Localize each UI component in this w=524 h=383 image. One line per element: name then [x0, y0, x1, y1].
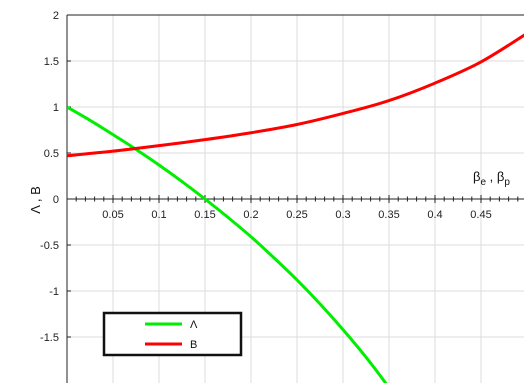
x-tick-label-5: 0.3 — [335, 209, 350, 221]
ticks — [67, 14, 519, 338]
series-lines — [67, 33, 524, 383]
x-tick-label-1: 0.1 — [151, 209, 166, 221]
tick-labels: 0.05 0.1 0.15 0.2 0.25 0.3 0.35 0.4 0.45 2 1.5 1 0.5… — [40, 10, 492, 344]
legend-label-b: B — [190, 339, 197, 351]
x-label-part-b: β — [497, 169, 504, 184]
y-tick-label-0: 2 — [53, 10, 59, 22]
legend-label-lambda: Λ — [190, 319, 198, 331]
x-tick-label-8: 0.45 — [470, 209, 491, 221]
x-tick-label-7: 0.4 — [427, 209, 442, 221]
x-label-part-a: β — [473, 169, 480, 184]
y-tick-label-2: 1 — [53, 102, 59, 114]
x-tick-label-3: 0.2 — [243, 209, 258, 221]
x-axis-label: βe , βp — [473, 169, 510, 188]
y-tick-label-1: 1.5 — [44, 56, 59, 68]
series-line-b — [67, 33, 524, 158]
y-axis-label: Λ , B — [28, 186, 43, 213]
legend: Λ B — [102, 311, 243, 357]
x-tick-label-4: 0.25 — [286, 209, 307, 221]
x-label-sub-b: p — [504, 177, 510, 188]
x-tick-label-0: 0.05 — [102, 209, 123, 221]
x-label-sub-a: e — [480, 177, 486, 188]
y-tick-label-5: -0.5 — [40, 240, 59, 252]
y-tick-label-6: -1 — [49, 286, 59, 298]
legend-box — [102, 311, 243, 357]
x-tick-label-2: 0.15 — [194, 209, 215, 221]
x-tick-label-6: 0.35 — [378, 209, 399, 221]
x-label-sep: , — [486, 169, 497, 184]
y-tick-label-4: 0 — [53, 194, 59, 206]
y-tick-label-3: 0.5 — [44, 148, 59, 160]
y-tick-label-7: -1.5 — [40, 332, 59, 344]
series-line-lambda — [67, 105, 388, 383]
